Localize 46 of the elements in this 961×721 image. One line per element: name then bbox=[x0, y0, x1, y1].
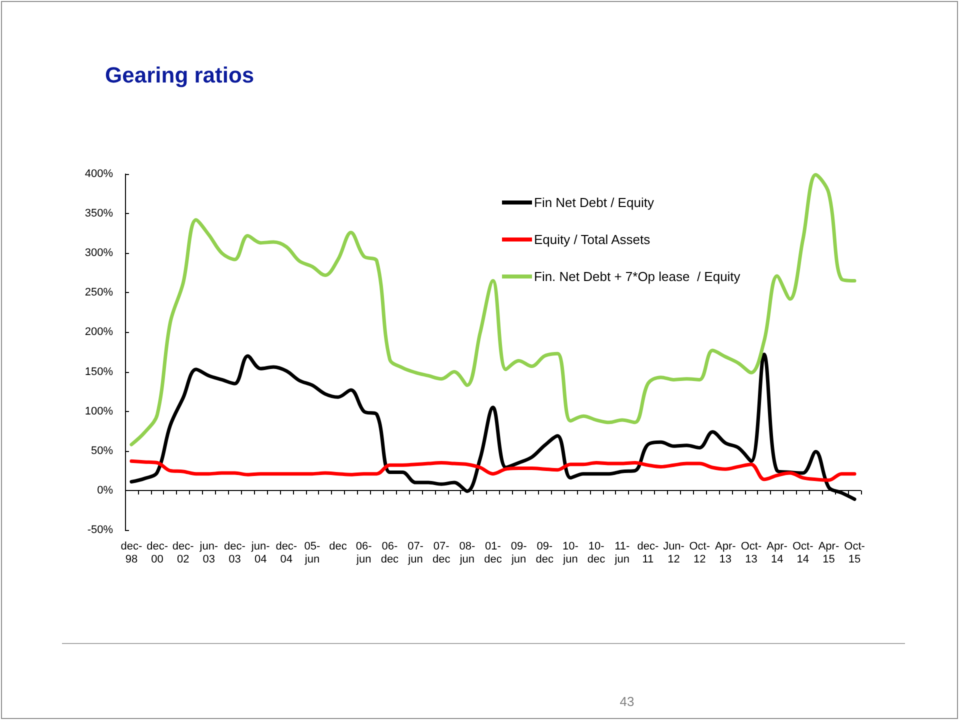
text: 43 bbox=[618, 694, 636, 709]
line-series bbox=[130, 173, 856, 446]
x-tick-label: 01-dec bbox=[484, 540, 502, 566]
y-tick-label: 250% bbox=[84, 286, 114, 299]
x-tick-label: jun-03 bbox=[198, 540, 218, 566]
x-tick-label: 06-jun bbox=[356, 540, 372, 566]
chart-title: Gearing ratios bbox=[105, 62, 254, 88]
x-tick-label: dec-03 bbox=[224, 540, 246, 566]
x-tick-label: Oct-12 bbox=[689, 540, 710, 566]
x-tick-label: Apr-15 bbox=[818, 540, 840, 566]
x-tick-label: Apr-14 bbox=[766, 540, 788, 566]
x-tick-label: Oct-14 bbox=[792, 540, 814, 566]
x-tick-label: dec-04 bbox=[276, 540, 298, 566]
legend-label: Fin Net Debt / Equity bbox=[534, 195, 654, 210]
x-tick-label: 11-jun bbox=[614, 540, 630, 566]
x-tick-label: dec bbox=[329, 540, 348, 552]
x-tick-label: dec-98 bbox=[120, 540, 142, 566]
y-tick-label: 150% bbox=[84, 366, 114, 378]
line-series bbox=[130, 459, 856, 482]
x-tick-label: jun-04 bbox=[250, 540, 270, 566]
y-tick-label: -50% bbox=[87, 524, 114, 536]
x-tick-label: 10-jun bbox=[562, 540, 579, 566]
x-tick-label: 10-dec bbox=[587, 540, 606, 566]
x-tick-label: dec-00 bbox=[146, 540, 168, 566]
x-tick-label: 08-jun bbox=[458, 540, 476, 566]
y-tick-label: 400% bbox=[84, 168, 114, 180]
legend-label: Fin. Net Debt + 7*Op lease / Equity bbox=[534, 269, 741, 284]
x-tick-label: 06-dec bbox=[380, 540, 400, 566]
x-tick-label: Oct-15 bbox=[844, 540, 866, 566]
x-tick-label: 07-jun bbox=[407, 540, 424, 566]
y-tick-label: 200% bbox=[84, 326, 114, 338]
x-tick-label: 09-dec bbox=[536, 540, 554, 566]
y-tick-label: 0% bbox=[97, 484, 114, 496]
x-tick-label: dec-02 bbox=[172, 540, 194, 566]
x-tick-label: 09-jun bbox=[510, 540, 528, 566]
x-tick-label: Jun-12 bbox=[663, 540, 685, 566]
y-tick-label: 100% bbox=[84, 405, 114, 418]
y-tick-label: 350% bbox=[84, 208, 114, 220]
legend-label: Equity / Total Assets bbox=[534, 232, 651, 247]
x-tick-label: 07-dec bbox=[432, 540, 451, 566]
y-tick-label: 300% bbox=[84, 247, 114, 260]
x-tick-label: Oct-13 bbox=[740, 540, 762, 566]
x-tick-label: 05-jun bbox=[304, 540, 321, 566]
x-tick-label: Apr-13 bbox=[715, 540, 736, 566]
y-tick-label: 50% bbox=[90, 444, 114, 457]
x-tick-label: dec-11 bbox=[637, 540, 659, 566]
